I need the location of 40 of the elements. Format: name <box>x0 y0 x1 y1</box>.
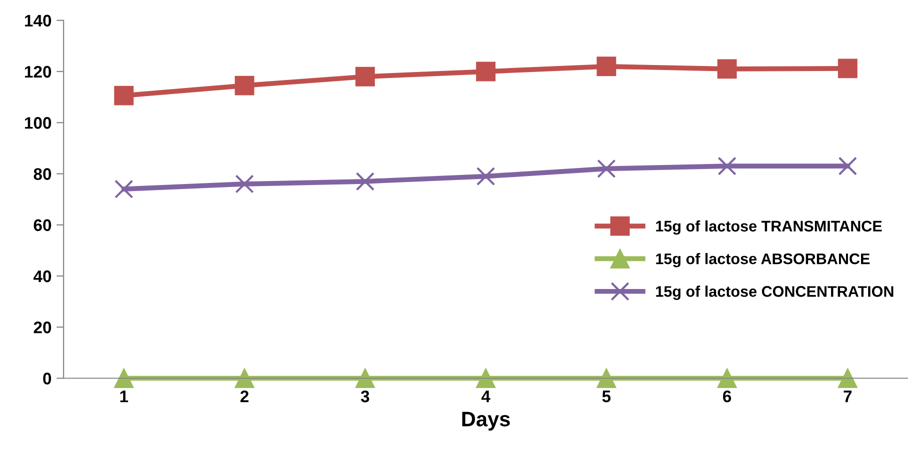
y-tick-label: 40 <box>33 270 52 282</box>
point <box>234 76 254 96</box>
point <box>476 368 496 388</box>
x-tick-label: 7 <box>844 390 852 402</box>
legend-label: 15g of lactose TRANSMITANCE <box>656 220 882 235</box>
point <box>838 368 858 388</box>
point <box>234 368 254 388</box>
y-tick-label: 100 <box>25 117 52 129</box>
x-tick-label: 1 <box>120 390 128 402</box>
legend-label: 15g of lactose CONCENTRATION <box>656 286 894 300</box>
point <box>235 174 254 194</box>
y-tick-label: 0 <box>43 372 52 384</box>
legend-label: 15g of lactose ABSORBANCE <box>656 253 870 268</box>
point <box>838 58 858 78</box>
y-tick-label: 140 <box>25 14 52 27</box>
y-tick-label: 60 <box>34 219 52 232</box>
point <box>355 66 375 86</box>
point <box>476 166 496 186</box>
point <box>717 368 737 388</box>
y-tick-label: 20 <box>34 322 52 334</box>
point <box>114 86 134 106</box>
x-tick-label: 3 <box>360 390 370 402</box>
x-axis-title: Days <box>462 412 510 431</box>
x-tick-label: 4 <box>481 390 490 402</box>
point <box>356 172 375 191</box>
y-tick-label: 120 <box>25 66 52 78</box>
x-tick-label: 2 <box>240 390 248 402</box>
point <box>838 156 858 176</box>
point <box>596 368 616 388</box>
x-tick-label: 5 <box>602 390 611 402</box>
point <box>114 180 134 198</box>
point <box>114 368 134 388</box>
point <box>597 159 616 178</box>
point <box>718 156 736 176</box>
point <box>717 59 737 79</box>
y-tick-label: 80 <box>34 168 52 180</box>
point <box>355 368 375 388</box>
x-tick-label: 6 <box>723 390 732 402</box>
point <box>476 62 496 82</box>
point <box>596 56 616 76</box>
